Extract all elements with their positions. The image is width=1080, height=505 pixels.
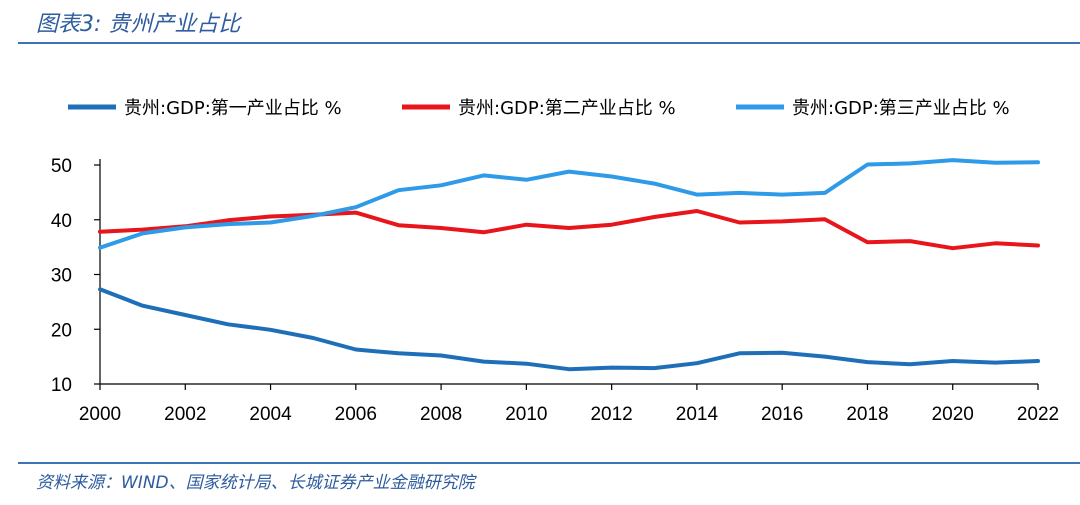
- data-point: [865, 240, 870, 244]
- x-tick-label: 2012: [590, 404, 632, 425]
- x-tick-label: 2020: [932, 404, 974, 425]
- data-point: [951, 246, 955, 250]
- y-tick-label: 40: [51, 211, 72, 232]
- data-point: [567, 367, 571, 371]
- data-point: [1036, 359, 1040, 363]
- data-point: [141, 228, 145, 232]
- data-point: [993, 361, 997, 365]
- data-point: [98, 246, 102, 250]
- data-point: [695, 192, 699, 197]
- x-tick-label: 2002: [164, 404, 206, 425]
- x-axis: 2000 2002 2004 2006 2008 2010 2012 2014 2016 2018…: [79, 383, 1059, 425]
- header-rule: [18, 42, 1080, 44]
- data-point: [482, 173, 486, 178]
- y-tick-label: 30: [51, 266, 72, 287]
- chart-legend: 贵州:GDP:第一产业占比 % 贵州:GDP:第二产业占比 % 贵州:GDP:第三产…: [68, 98, 1010, 119]
- data-point: [439, 226, 443, 230]
- data-point: [951, 359, 955, 363]
- data-point: [951, 158, 955, 162]
- data-point: [141, 304, 145, 308]
- data-point: [268, 214, 273, 219]
- data-point: [98, 230, 102, 234]
- plot-lines: [98, 158, 1040, 372]
- data-point: [439, 183, 443, 187]
- figure-title: 图表3: 贵州产业占比: [36, 12, 241, 37]
- data-point: [865, 360, 870, 364]
- data-point: [610, 223, 614, 227]
- data-point: [1036, 160, 1040, 164]
- data-point: [396, 188, 401, 192]
- data-point: [311, 214, 315, 218]
- data-point: [482, 359, 486, 364]
- x-tick-label: 2014: [676, 404, 719, 425]
- data-point: [567, 169, 571, 174]
- data-point: [695, 209, 699, 213]
- x-tick-label: 2018: [846, 404, 888, 425]
- x-tick-label: 2008: [420, 404, 462, 425]
- legend-label-2: 贵州:GDP:第二产业占比 %: [458, 98, 676, 119]
- data-point: [652, 182, 656, 186]
- data-point: [396, 223, 401, 227]
- data-point: [141, 231, 145, 236]
- data-point: [268, 328, 273, 332]
- data-point: [610, 365, 614, 370]
- data-point: [993, 161, 997, 165]
- data-point: [354, 347, 358, 352]
- x-tick-label: 2016: [761, 404, 803, 425]
- source-note: 资料来源：WIND、国家统计局、长城证券产业金融研究院: [36, 473, 475, 493]
- y-tick-label: 20: [51, 320, 72, 341]
- data-point: [98, 287, 102, 291]
- data-point: [524, 223, 528, 227]
- legend-label-3: 贵州:GDP:第三产业占比 %: [792, 98, 1010, 119]
- series-line-1: [98, 287, 1040, 372]
- data-point: [482, 230, 486, 234]
- data-point: [908, 161, 912, 165]
- data-point: [823, 217, 827, 221]
- data-point: [183, 313, 187, 317]
- series-line-2: [98, 209, 1040, 251]
- data-point: [780, 219, 784, 223]
- line-chart: 贵州:GDP:第一产业占比 % 贵州:GDP:第二产业占比 % 贵州:GDP:第三产…: [51, 98, 1059, 425]
- data-point: [354, 211, 358, 215]
- data-point: [524, 178, 528, 182]
- data-point: [737, 220, 742, 225]
- data-point: [311, 336, 315, 340]
- y-tick-label: 10: [51, 375, 72, 396]
- data-point: [567, 226, 571, 230]
- data-point: [780, 351, 784, 355]
- data-point: [652, 215, 656, 219]
- data-point: [652, 366, 656, 370]
- x-tick-label: 2000: [79, 404, 121, 425]
- x-tick-label: 2004: [249, 404, 292, 425]
- legend-label-1: 贵州:GDP:第一产业占比 %: [124, 98, 342, 119]
- data-point: [610, 174, 614, 179]
- data-point: [737, 191, 742, 195]
- data-point: [524, 362, 528, 366]
- data-point: [268, 220, 273, 225]
- data-point: [183, 225, 187, 230]
- data-point: [908, 239, 912, 243]
- data-point: [823, 191, 827, 195]
- data-point: [226, 218, 230, 222]
- data-point: [226, 222, 230, 226]
- data-point: [737, 351, 742, 355]
- data-point: [908, 362, 912, 366]
- x-tick-label: 2010: [505, 404, 547, 425]
- data-point: [1036, 243, 1040, 248]
- data-point: [993, 241, 997, 245]
- data-point: [823, 355, 827, 359]
- series-line-3: [98, 158, 1040, 250]
- data-point: [865, 162, 870, 167]
- data-point: [396, 351, 401, 355]
- y-axis: 10 20 30 40 50: [51, 156, 101, 396]
- data-point: [780, 192, 784, 197]
- x-tick-label: 2006: [335, 404, 377, 425]
- y-tick-label: 50: [51, 156, 72, 177]
- data-point: [439, 353, 443, 358]
- data-point: [354, 205, 358, 209]
- data-point: [695, 361, 699, 365]
- data-point: [226, 322, 230, 326]
- footer-rule: [18, 462, 1080, 464]
- x-tick-label: 2022: [1017, 404, 1059, 425]
